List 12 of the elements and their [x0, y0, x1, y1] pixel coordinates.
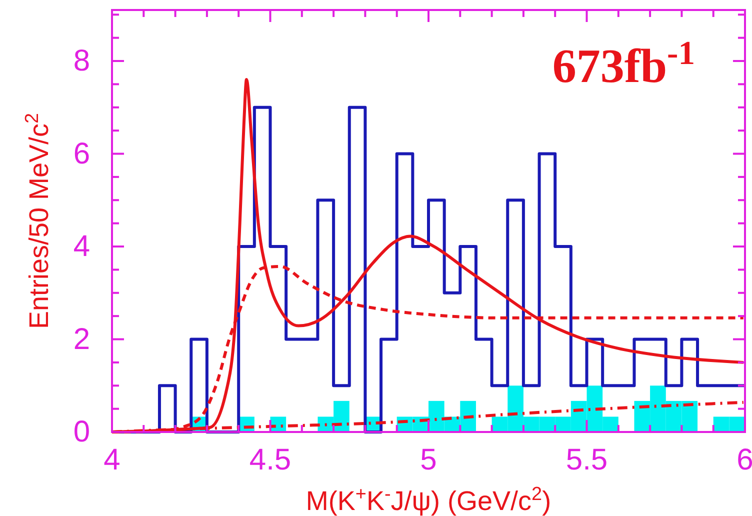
y-tick-label: 0: [73, 416, 90, 449]
y-tick-label: 4: [73, 230, 90, 264]
y-tick-label: 8: [73, 44, 90, 78]
x-tick-label: 5.5: [566, 443, 608, 476]
x-axis-title: M(K$^{+}$K$^{-}$J/ψ) (GeV/c$^{2}$): [306, 484, 552, 516]
x-tick-label: 4.5: [249, 443, 292, 476]
x-tick-label: 6: [736, 443, 752, 476]
y-tick-label: 2: [73, 322, 90, 356]
x-tick-label: 4: [104, 443, 120, 476]
x-tick-label: 5: [420, 443, 437, 476]
y-tick-label: 6: [73, 137, 90, 170]
annotation: 673fb$^{-1}$: [552, 34, 695, 93]
